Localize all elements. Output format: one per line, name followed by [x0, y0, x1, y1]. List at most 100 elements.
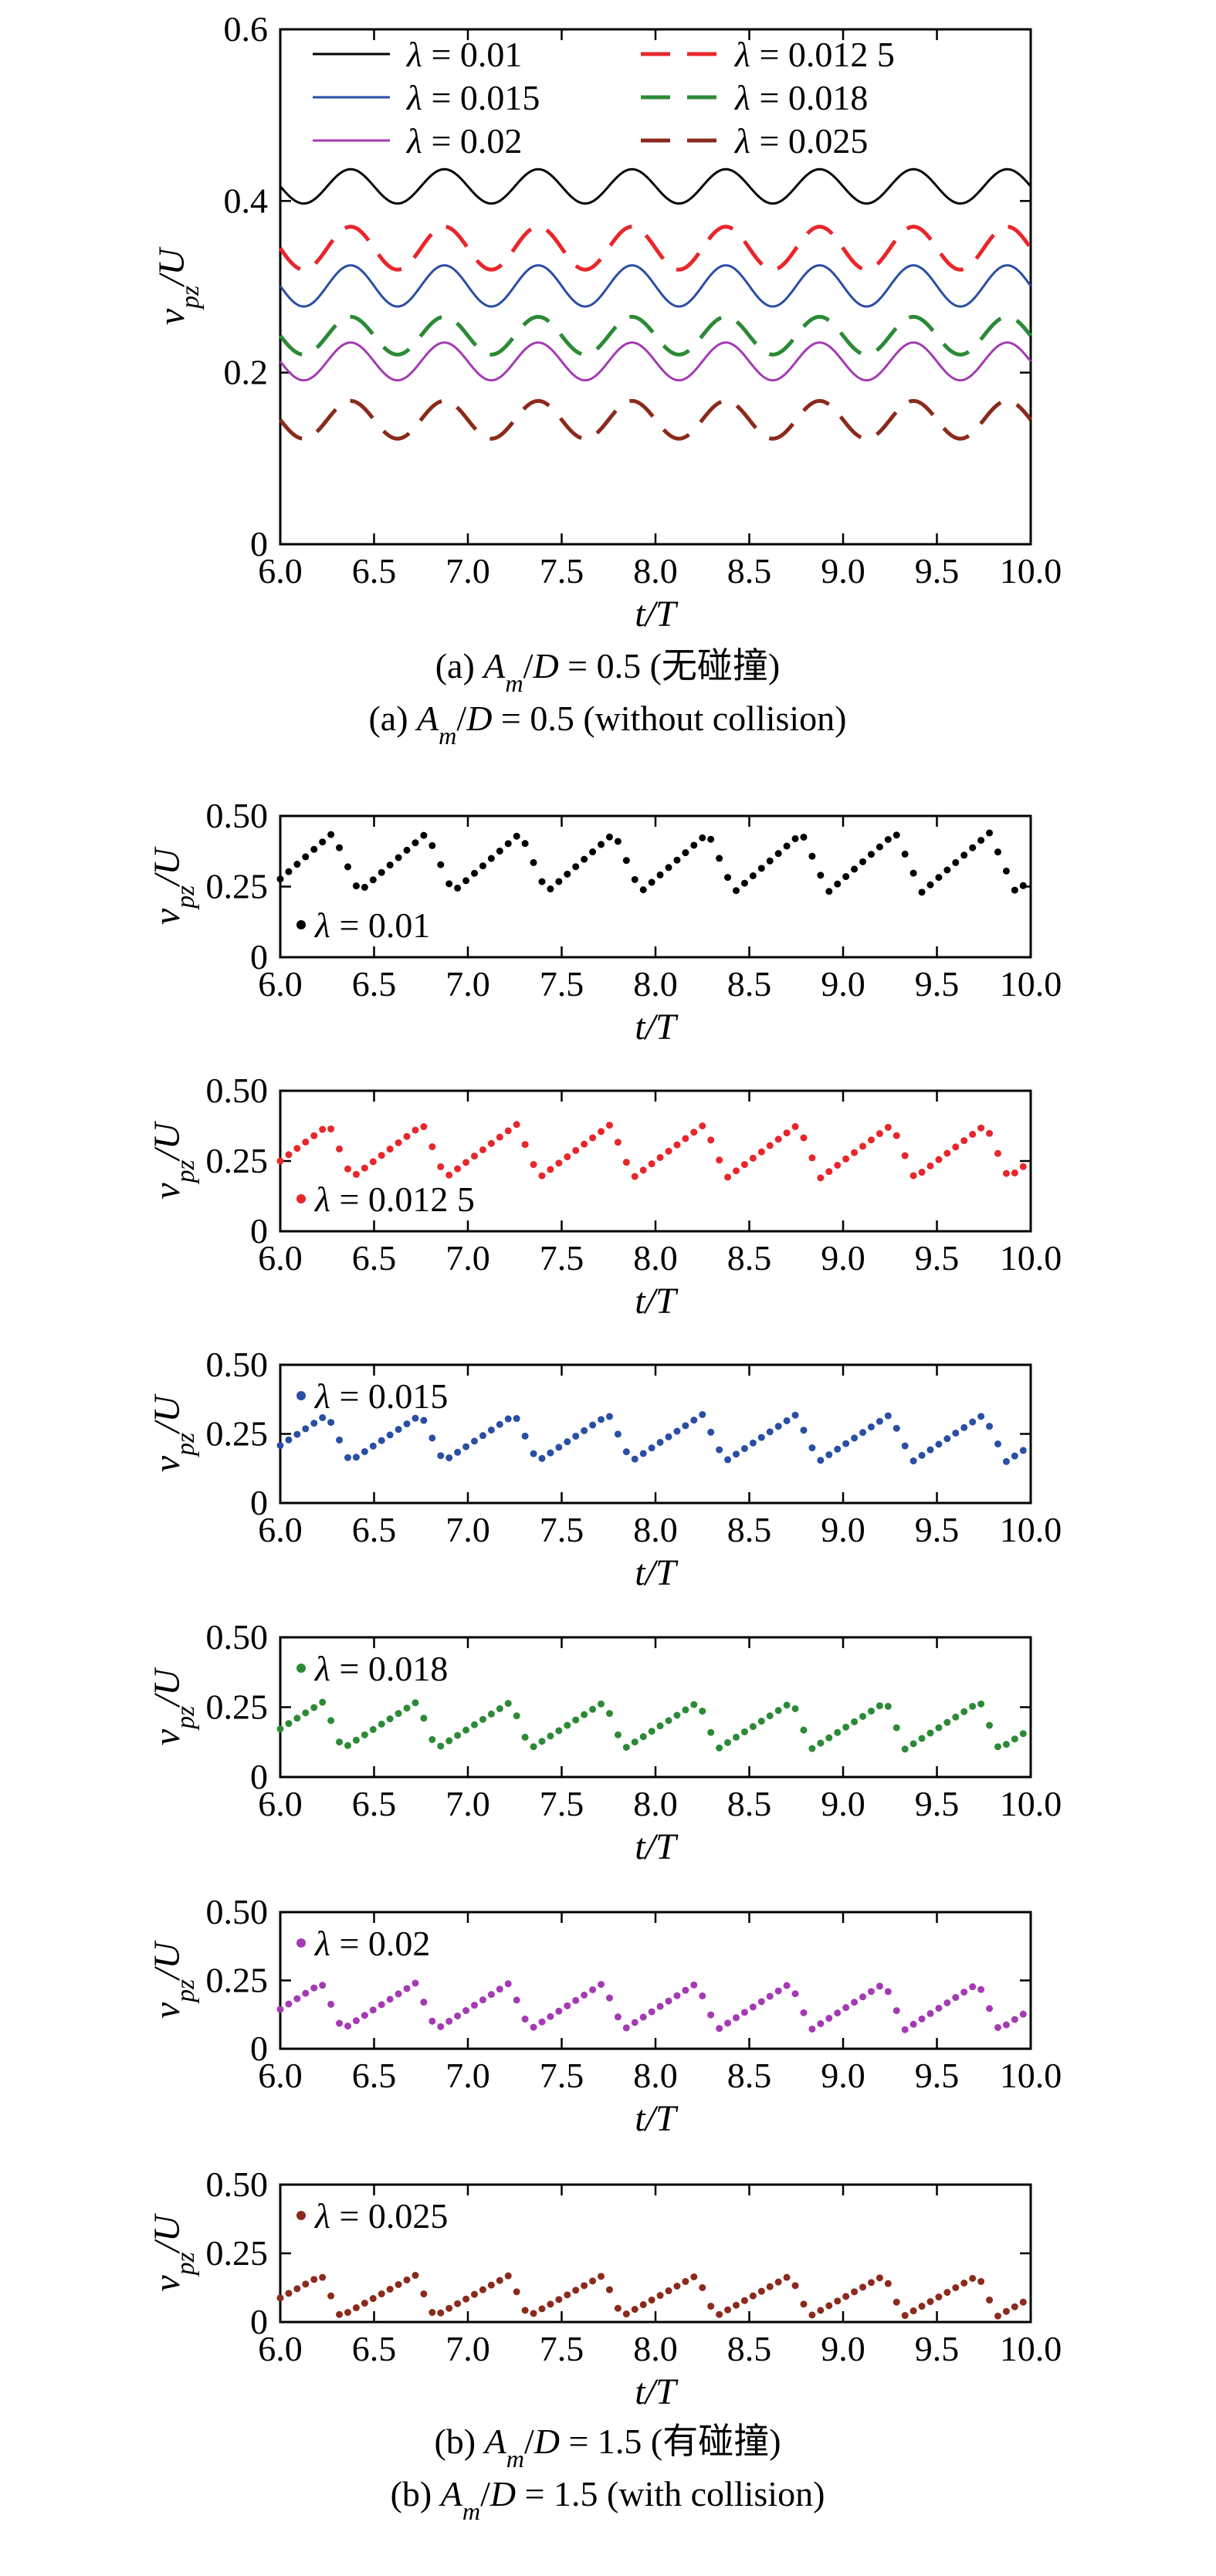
data-point-88	[1019, 2298, 1027, 2306]
y-axis-label: vpz/U	[147, 1120, 200, 1200]
data-point-68	[851, 865, 859, 873]
data-point-13	[386, 1715, 394, 1723]
data-point-20	[445, 2017, 453, 2025]
data-point-23	[471, 869, 478, 877]
data-point-71	[876, 1702, 883, 1710]
data-point-10	[361, 2012, 368, 2019]
data-point-82	[969, 1983, 977, 1991]
data-point-85	[994, 1440, 1001, 1447]
data-point-36	[581, 1991, 588, 1999]
x-tick-label: 7.5	[540, 964, 584, 1004]
data-point-75	[909, 1457, 917, 1464]
x-tick-label: 9.0	[821, 1238, 865, 1278]
data-point-2	[293, 1145, 301, 1153]
data-point-36	[581, 2282, 588, 2290]
data-point-8	[344, 2309, 351, 2317]
data-point-9	[352, 1170, 360, 1178]
data-point-64	[817, 2020, 825, 2027]
data-point-13	[386, 1995, 394, 2003]
data-point-36	[581, 1711, 588, 1718]
data-point-77	[926, 2009, 934, 2017]
data-point-2	[293, 1715, 301, 1722]
x-tick-label: 10.0	[1000, 1238, 1062, 1278]
legend-label-0: λ = 0.01	[405, 35, 522, 74]
data-point-51	[707, 1428, 715, 1436]
x-tick-label: 6.5	[352, 551, 397, 591]
x-tick-label: 10.0	[1000, 2056, 1062, 2095]
y-axis-label: vpz/U	[147, 1393, 200, 1473]
data-point-67	[842, 1723, 850, 1731]
data-point-45	[656, 2002, 664, 2010]
series-line-2	[279, 264, 1032, 308]
data-point-73	[893, 1132, 900, 1139]
x-tick-label: 6.5	[352, 1784, 397, 1823]
x-tick-label: 8.5	[727, 2329, 772, 2368]
data-point-54	[732, 2301, 740, 2309]
data-point-76	[918, 1451, 926, 1459]
legend-label-3: λ = 0.018	[733, 78, 868, 117]
data-point-1	[285, 1720, 293, 1728]
data-point-61	[791, 834, 799, 842]
legend-marker	[296, 1664, 306, 1673]
data-point-87	[1011, 1452, 1018, 1460]
x-tick-label: 7.5	[540, 1784, 584, 1823]
data-point-0	[276, 2006, 284, 2013]
data-point-4	[310, 1704, 318, 1711]
data-point-59	[774, 1423, 782, 1430]
data-point-9	[352, 2017, 360, 2025]
data-point-55	[740, 1161, 748, 1169]
data-point-33	[555, 878, 563, 885]
data-point-38	[598, 1416, 605, 1423]
data-point-52	[716, 2310, 723, 2318]
data-point-19	[437, 1163, 445, 1170]
data-point-44	[648, 878, 655, 886]
data-point-63	[808, 1745, 816, 1752]
data-point-14	[395, 1710, 402, 1718]
data-point-75	[909, 1172, 917, 1180]
data-point-71	[876, 1130, 883, 1138]
data-point-88	[1019, 1163, 1027, 1170]
data-point-16	[412, 2271, 419, 2279]
data-point-0	[276, 2294, 284, 2302]
data-point-24	[479, 1432, 486, 1440]
data-point-18	[428, 1143, 436, 1150]
y-axis-label-group: vpz/U	[147, 846, 200, 926]
data-point-83	[977, 1124, 985, 1132]
data-point-66	[834, 2009, 842, 2017]
data-point-13	[386, 861, 394, 869]
data-point-54	[732, 1450, 740, 1458]
x-tick-label: 7.0	[445, 1510, 490, 1549]
data-point-58	[766, 2283, 774, 2290]
data-point-24	[479, 2286, 486, 2293]
data-point-53	[724, 1738, 732, 1746]
data-point-29	[521, 840, 529, 848]
data-point-24	[479, 862, 486, 870]
data-point-38	[598, 1700, 605, 1708]
y-tick-label: 0	[250, 1483, 268, 1522]
data-point-4	[310, 1132, 318, 1139]
data-point-38	[598, 841, 605, 848]
data-point-6	[327, 2000, 335, 2008]
data-point-15	[403, 1132, 411, 1140]
data-point-52	[716, 2025, 723, 2033]
data-point-36	[581, 855, 588, 863]
data-point-79	[943, 1435, 951, 1443]
data-point-78	[935, 2293, 943, 2301]
data-point-41	[622, 857, 630, 865]
data-point-86	[1002, 1457, 1010, 1465]
x-tick-label: 8.5	[727, 1238, 772, 1278]
data-point-52	[716, 1156, 723, 1164]
data-point-42	[631, 1455, 638, 1463]
x-tick-label: 10.0	[1000, 964, 1062, 1004]
x-tick-label: 9.0	[821, 551, 865, 591]
data-point-4	[310, 1420, 318, 1427]
x-tick-label: 9.5	[915, 551, 960, 591]
data-point-35	[572, 863, 580, 871]
data-point-59	[774, 1707, 782, 1715]
data-point-15	[403, 2276, 411, 2283]
data-point-41	[622, 1743, 630, 1751]
legend-label-5: λ = 0.025	[733, 121, 868, 161]
data-point-29	[521, 2016, 529, 2023]
data-point-11	[369, 1158, 377, 1166]
y-tick-label: 0.25	[206, 1961, 269, 2000]
